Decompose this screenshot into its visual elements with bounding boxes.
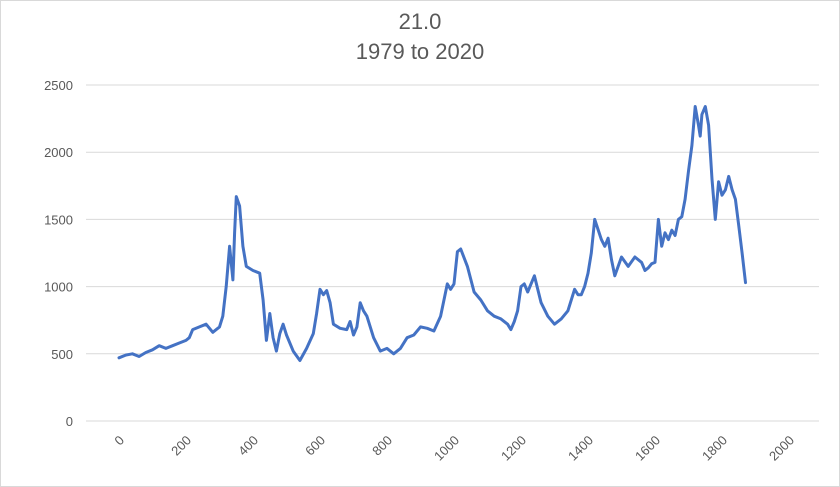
- x-tick-label: 200: [168, 433, 194, 459]
- chart-subtitle: 1979 to 2020: [356, 39, 484, 64]
- x-tick-label: 1600: [632, 433, 663, 464]
- y-tick-label: 2500: [44, 78, 73, 93]
- series-line: [117, 105, 747, 362]
- x-tick-label: 1200: [498, 433, 529, 464]
- x-tick-label: 800: [369, 433, 395, 459]
- y-axis-tick-labels: 0 500 1000 1500 2000 2500: [44, 78, 73, 429]
- x-tick-label: 0: [111, 433, 127, 449]
- x-tick-label: 1400: [565, 433, 596, 464]
- x-tick-label: 400: [235, 433, 261, 459]
- y-tick-label: 1500: [44, 212, 73, 227]
- chart-title: 21.0: [399, 9, 442, 34]
- y-tick-label: 500: [51, 347, 73, 362]
- x-tick-label: 2000: [766, 433, 797, 464]
- x-tick-label: 600: [302, 433, 328, 459]
- plot-area: [117, 105, 747, 362]
- x-axis-tick-labels: 0 200 400 600 800 1000 1200 1400 1600 1800 2000: [111, 433, 797, 464]
- y-tick-label: 1000: [44, 280, 73, 295]
- x-tick-label: 1800: [699, 433, 730, 464]
- y-tick-label: 0: [66, 414, 73, 429]
- y-tick-label: 2000: [44, 145, 73, 160]
- x-tick-label: 1000: [431, 433, 462, 464]
